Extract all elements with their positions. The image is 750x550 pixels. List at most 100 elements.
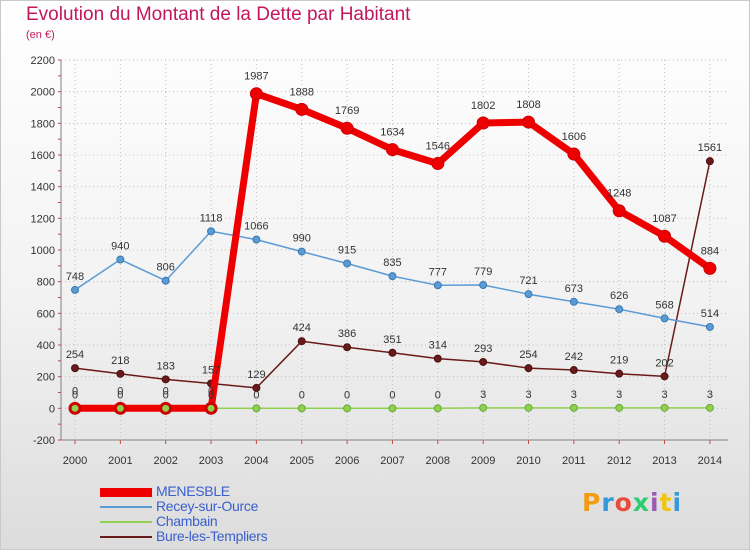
data-label-chambain: 0 <box>208 389 214 401</box>
x-tick-label: 2007 <box>380 455 404 467</box>
data-label-menesble: 1987 <box>244 71 268 83</box>
data-point-bure-les-templiers <box>524 364 533 373</box>
data-label-menesble: 1606 <box>562 131 586 143</box>
data-point-bure-les-templiers <box>71 364 79 373</box>
legend-label-recey-sur-ource: Recey-sur-Ource <box>156 498 259 514</box>
x-tick-label: 2001 <box>108 455 132 467</box>
data-label-chambain: 3 <box>480 389 486 401</box>
x-tick-label: 2006 <box>335 455 359 467</box>
data-label-recey-sur-ource: 514 <box>701 308 719 320</box>
data-label-menesble: 1888 <box>290 86 314 98</box>
data-label-bure-les-templiers: 386 <box>338 328 356 340</box>
data-point-menesble <box>385 143 399 157</box>
data-point-bure-les-templiers <box>252 383 261 392</box>
data-point-bure-les-templiers <box>161 375 170 384</box>
data-label-recey-sur-ource: 673 <box>565 283 583 295</box>
data-point-menesble <box>113 401 127 415</box>
data-point-menesble <box>340 121 354 135</box>
data-label-menesble: 1808 <box>516 99 540 111</box>
logo-letter: P <box>582 488 602 517</box>
x-tick-label: 2008 <box>426 455 450 467</box>
data-label-bure-les-templiers: 1561 <box>698 142 722 154</box>
x-tick-label: 2000 <box>63 455 87 467</box>
data-label-bure-les-templiers: 218 <box>111 355 129 367</box>
data-label-recey-sur-ource: 1066 <box>244 221 268 233</box>
chart-title: Evolution du Montant de la Dette par Hab… <box>26 4 411 25</box>
data-point-menesble <box>567 147 581 161</box>
y-tick-label: -200 <box>33 435 55 447</box>
data-point-bure-les-templiers <box>660 372 669 381</box>
data-point-recey-sur-ource <box>297 247 306 256</box>
legend-swatch-bure-les-templiers <box>100 536 152 538</box>
data-point-menesble <box>612 204 626 218</box>
data-point-bure-les-templiers <box>116 369 125 378</box>
data-point-chambain <box>569 403 578 412</box>
data-point-chambain <box>433 404 442 413</box>
data-label-recey-sur-ource: 626 <box>610 290 628 302</box>
data-label-recey-sur-ource: 568 <box>655 299 673 311</box>
data-label-bure-les-templiers: 254 <box>519 349 537 361</box>
data-point-menesble <box>159 401 173 415</box>
data-point-recey-sur-ource <box>524 290 533 299</box>
data-labels: 254 218 183 157 129 424 386 351 314 293 254 242 219 2… <box>66 71 722 402</box>
legend-swatch-chambain <box>100 521 152 523</box>
logo-letter: x <box>632 488 650 517</box>
data-label-bure-les-templiers: 424 <box>293 322 311 334</box>
x-tick-label: 2011 <box>562 455 586 467</box>
x-tick-label: 2004 <box>244 455 268 467</box>
data-label-bure-les-templiers: 242 <box>565 351 583 363</box>
data-label-chambain: 3 <box>616 389 622 401</box>
logo-letter: t <box>659 488 673 517</box>
data-point-chambain <box>660 403 669 412</box>
series-lines <box>68 87 717 415</box>
data-label-bure-les-templiers: 129 <box>247 369 265 381</box>
data-label-menesble: 0 <box>163 385 169 397</box>
data-point-bure-les-templiers <box>705 157 714 166</box>
data-label-recey-sur-ource: 721 <box>519 275 537 287</box>
data-point-recey-sur-ource <box>207 227 216 236</box>
y-tick-label: 200 <box>37 372 55 384</box>
data-label-menesble: 1546 <box>426 141 450 153</box>
data-label-recey-sur-ource: 835 <box>383 257 401 269</box>
data-label-bure-les-templiers: 219 <box>610 355 628 367</box>
data-label-recey-sur-ource: 1118 <box>200 212 223 224</box>
data-label-bure-les-templiers: 254 <box>66 349 84 361</box>
legend-label-bure-les-templiers: Bure-les-Templiers <box>156 528 268 544</box>
data-point-bure-les-templiers <box>479 357 488 366</box>
data-point-menesble <box>249 87 263 101</box>
data-point-recey-sur-ource <box>615 305 624 314</box>
data-point-chambain <box>252 404 261 413</box>
legend-label-menesble: MENESBLE <box>156 483 230 499</box>
data-point-recey-sur-ource <box>705 322 714 331</box>
data-label-bure-les-templiers: 157 <box>202 364 220 376</box>
data-point-recey-sur-ource <box>569 297 578 306</box>
data-point-bure-les-templiers <box>615 369 624 378</box>
data-label-chambain: 3 <box>525 389 531 401</box>
data-label-recey-sur-ource: 940 <box>111 241 129 253</box>
data-label-recey-sur-ource: 748 <box>66 271 84 283</box>
data-point-chambain <box>388 404 397 413</box>
x-tick-label: 2005 <box>290 455 314 467</box>
y-tick-label: 800 <box>37 277 55 289</box>
data-point-bure-les-templiers <box>433 354 442 363</box>
y-tick-label: 400 <box>37 340 55 352</box>
data-point-recey-sur-ource <box>388 272 397 281</box>
data-point-recey-sur-ource <box>161 276 170 285</box>
data-label-chambain: 0 <box>389 389 395 401</box>
data-label-chambain: 0 <box>253 389 259 401</box>
x-tick-label: 2009 <box>471 455 495 467</box>
data-point-recey-sur-ource <box>660 314 669 323</box>
x-tick-label: 2014 <box>698 455 722 467</box>
data-point-chambain <box>615 403 624 412</box>
data-point-recey-sur-ource <box>116 255 125 264</box>
data-label-recey-sur-ource: 779 <box>474 266 492 278</box>
data-point-chambain <box>705 403 714 412</box>
data-point-recey-sur-ource <box>71 285 79 294</box>
x-tick-label: 2010 <box>516 455 540 467</box>
data-point-chambain <box>343 404 352 413</box>
data-label-menesble: 0 <box>117 385 123 397</box>
data-point-menesble <box>68 401 82 415</box>
x-tick-label: 2013 <box>652 455 676 467</box>
data-point-chambain <box>297 404 306 413</box>
